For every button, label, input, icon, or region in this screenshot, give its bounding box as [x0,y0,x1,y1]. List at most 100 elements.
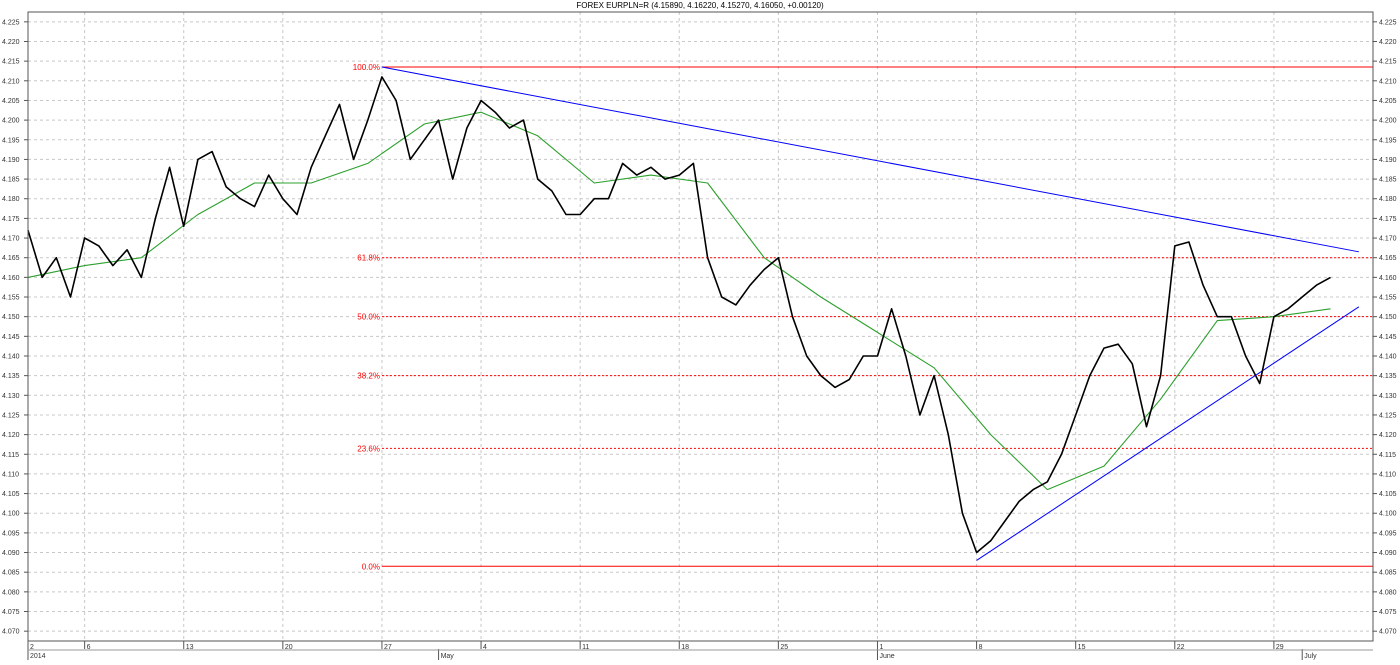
x-tick-label: 29 [1276,644,1284,651]
y-tick-label-left: 4.190 [2,157,20,164]
y-tick-label-right: 4.220 [1379,39,1397,46]
fib-level-label: 38.2% [357,372,380,381]
y-tick-label-right: 4.130 [1379,393,1397,400]
x-tick-label: 27 [384,644,392,651]
y-tick-label-left: 4.105 [2,491,20,498]
y-tick-label-right: 4.075 [1379,609,1397,616]
y-tick-label-left: 4.100 [2,511,20,518]
fib-level-label: 0.0% [362,562,380,571]
y-tick-label-right: 4.175 [1379,216,1397,223]
axes: 4.070 4.070 4.075 4.075 4.080 4.080 4.085 4.085… [2,11,1397,660]
y-tick-label-right: 4.125 [1379,412,1397,419]
y-tick-label-left: 4.135 [2,373,20,380]
y-tick-label-right: 4.160 [1379,275,1397,282]
x-tick-label: 8 [979,644,983,651]
fib-level-label: 61.8% [357,254,380,263]
y-tick-label-left: 4.200 [2,118,20,125]
y-tick-label-left: 4.205 [2,98,20,105]
y-tick-label-left: 4.160 [2,275,20,282]
y-tick-label-left: 4.140 [2,353,20,360]
trendlines [381,66,1360,561]
y-tick-label-left: 4.215 [2,59,20,66]
y-tick-label-right: 4.185 [1379,177,1397,184]
y-tick-label-right: 4.155 [1379,295,1397,302]
y-tick-label-left: 4.210 [2,78,20,85]
series-layer [27,76,1331,554]
grid [27,12,1373,641]
y-tick-label-left: 4.130 [2,393,20,400]
y-tick-label-right: 4.140 [1379,353,1397,360]
y-tick-label-right: 4.225 [1379,19,1397,26]
y-tick-label-left: 4.170 [2,236,20,243]
x-tick-label: 6 [87,644,91,651]
chart-title: FOREX EURPLN=R (4.15890, 4.16220, 4.1527… [576,1,824,10]
x-tick-label: 4 [483,644,487,651]
y-tick-label-left: 4.180 [2,196,20,203]
plot-frame [27,11,1374,642]
x-tick-label: 15 [1078,644,1086,651]
x-tick-label: 20 [285,644,293,651]
y-tick-label-right: 4.070 [1379,629,1397,636]
y-tick-label-right: 4.115 [1379,452,1396,459]
x-period-label: July [1304,653,1317,660]
y-tick-label-left: 4.165 [2,255,20,262]
y-tick-label-right: 4.195 [1379,137,1397,144]
fib-level-label: 100.0% [353,63,380,72]
y-tick-label-right: 4.120 [1379,432,1397,439]
y-tick-label-left: 4.120 [2,432,20,439]
y-tick-label-right: 4.205 [1379,98,1397,105]
fibonacci-levels: 100.0% 61.8% 50.0% 38.2% 23.6% 0.0% [353,63,1373,571]
y-tick-label-right: 4.210 [1379,78,1397,85]
y-tick-label-left: 4.125 [2,412,20,419]
y-tick-label-left: 4.175 [2,216,20,223]
y-tick-label-right: 4.165 [1379,255,1397,262]
y-tick-label-left: 4.110 [2,471,19,478]
y-tick-label-left: 4.225 [2,19,20,26]
y-tick-label-right: 4.215 [1379,59,1397,66]
fib-level-label: 50.0% [357,313,380,322]
y-tick-label-left: 4.195 [2,137,20,144]
y-tick-label-right: 4.145 [1379,334,1397,341]
y-tick-label-left: 4.085 [2,570,20,577]
price-series-line [27,76,1331,554]
y-tick-label-left: 4.155 [2,295,20,302]
trendline [381,66,1359,253]
y-tick-label-left: 4.075 [2,609,20,616]
y-tick-label-left: 4.095 [2,530,20,537]
y-tick-label-left: 4.080 [2,589,20,596]
y-tick-label-left: 4.090 [2,550,20,557]
moving-average-line [27,111,1331,491]
trendline [976,306,1360,561]
y-tick-label-right: 4.180 [1379,196,1397,203]
y-tick-label-left: 4.145 [2,334,20,341]
y-tick-label-left: 4.070 [2,629,20,636]
x-tick-label: 2 [30,644,34,651]
y-tick-label-right: 4.110 [1379,471,1396,478]
y-tick-label-right: 4.090 [1379,550,1397,557]
x-tick-label: 18 [681,644,689,651]
y-tick-label-right: 4.200 [1379,118,1397,125]
x-tick-label: 1 [879,644,883,651]
x-period-label: June [879,653,894,660]
x-tick-label: 25 [780,644,788,651]
y-tick-label-left: 4.150 [2,314,20,321]
y-tick-label-right: 4.190 [1379,157,1397,164]
x-tick-label: 22 [1177,644,1185,651]
x-period-label: May [441,653,455,660]
x-period-label: 2014 [30,653,46,660]
y-tick-label-right: 4.135 [1379,373,1397,380]
y-tick-label-right: 4.105 [1379,491,1397,498]
x-tick-label: 13 [186,644,194,651]
y-tick-label-right: 4.085 [1379,570,1397,577]
y-tick-label-right: 4.150 [1379,314,1397,321]
y-tick-label-right: 4.170 [1379,236,1397,243]
y-tick-label-left: 4.185 [2,177,20,184]
y-tick-label-left: 4.220 [2,39,20,46]
y-tick-label-right: 4.080 [1379,589,1397,596]
y-tick-label-left: 4.115 [2,452,19,459]
y-tick-label-right: 4.100 [1379,511,1397,518]
y-tick-label-right: 4.095 [1379,530,1397,537]
fib-level-label: 23.6% [357,444,380,453]
